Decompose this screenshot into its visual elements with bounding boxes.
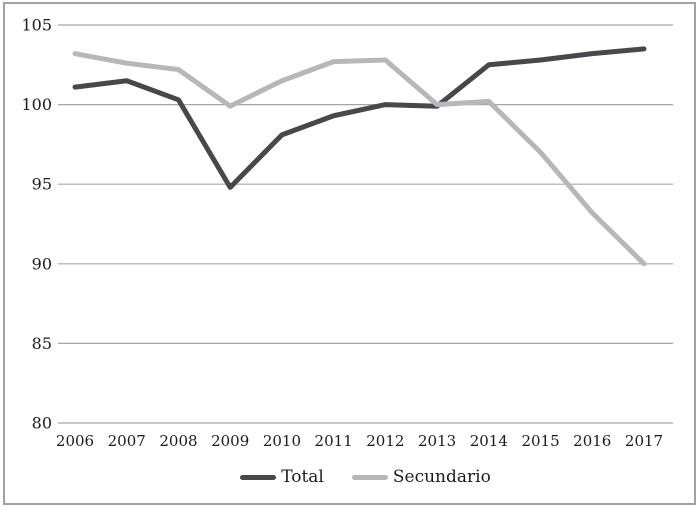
legend-swatch-secundario bbox=[351, 474, 388, 480]
legend-item-secundario: Secundario bbox=[351, 466, 491, 487]
legend-swatch-total bbox=[240, 474, 277, 480]
series-lines bbox=[72, 46, 647, 267]
x-tick-label: 2015 bbox=[521, 432, 559, 450]
x-tick-label: 2016 bbox=[573, 432, 611, 450]
x-tick-label: 2007 bbox=[108, 432, 146, 450]
y-tick-label: 100 bbox=[21, 95, 52, 114]
gridlines bbox=[58, 24, 673, 424]
legend-label: Secundario bbox=[392, 466, 491, 487]
series-line-total bbox=[72, 46, 647, 190]
legend: Total Secundario bbox=[58, 466, 673, 488]
x-tick-label: 2011 bbox=[315, 432, 353, 450]
y-tick-label: 90 bbox=[32, 254, 52, 273]
x-tick-label: 2013 bbox=[418, 432, 456, 450]
legend-label: Total bbox=[281, 466, 324, 487]
legend-item-total: Total bbox=[240, 466, 324, 487]
x-tick-label: 2014 bbox=[470, 432, 508, 450]
x-tick-label: 2010 bbox=[263, 432, 301, 450]
x-tick-label: 2017 bbox=[625, 432, 663, 450]
x-tick-label: 2009 bbox=[211, 432, 249, 450]
y-tick-label: 80 bbox=[32, 414, 52, 433]
x-axis-tick-labels: 2006 2007 2008 2009 2010 2011 2012 2013 2014 2015… bbox=[56, 432, 663, 450]
x-tick-label: 2012 bbox=[366, 432, 404, 450]
x-tick-label: 2006 bbox=[56, 432, 94, 450]
y-tick-label: 105 bbox=[21, 16, 52, 35]
series-line-secundario bbox=[72, 51, 647, 267]
y-tick-label: 95 bbox=[32, 175, 52, 194]
x-tick-label: 2008 bbox=[159, 432, 197, 450]
y-axis-tick-labels: 105 100 95 90 85 80 bbox=[21, 16, 52, 433]
y-tick-label: 85 bbox=[32, 334, 52, 353]
